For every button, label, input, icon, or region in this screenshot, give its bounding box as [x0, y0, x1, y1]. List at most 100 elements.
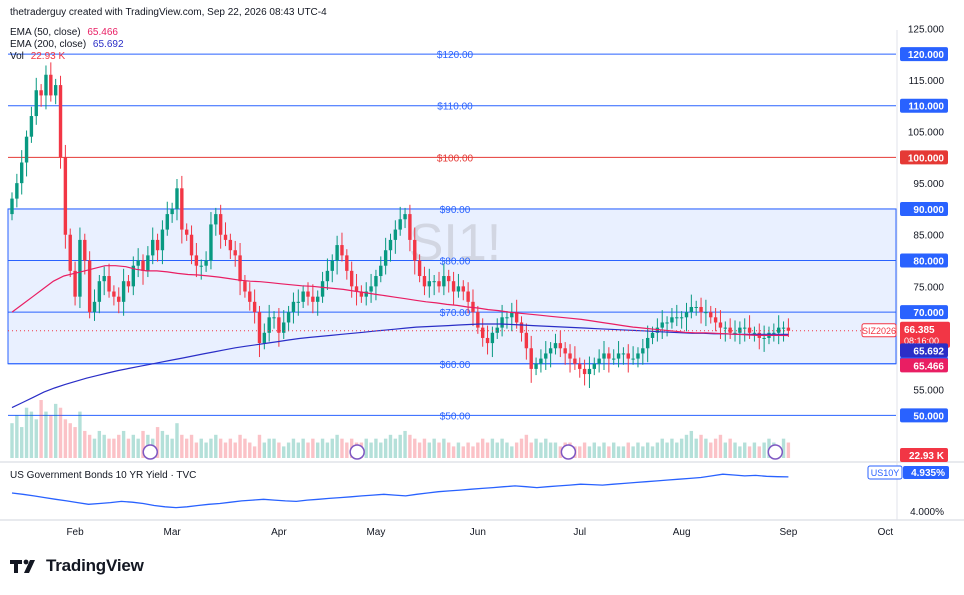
candle-body[interactable]: [762, 337, 766, 339]
candle-body[interactable]: [345, 255, 349, 271]
candle-body[interactable]: [495, 327, 499, 333]
candle-body[interactable]: [228, 239, 233, 251]
candle-body[interactable]: [670, 317, 674, 323]
candle-body[interactable]: [612, 358, 616, 360]
candle-body[interactable]: [15, 183, 19, 199]
candle-body[interactable]: [286, 312, 291, 323]
candle-body[interactable]: [422, 276, 427, 287]
candle-body[interactable]: [316, 296, 320, 302]
candle-body[interactable]: [311, 296, 315, 302]
candle-body[interactable]: [713, 317, 718, 323]
candle-body[interactable]: [723, 327, 728, 329]
candle-body[interactable]: [568, 353, 572, 359]
candle-body[interactable]: [354, 286, 359, 292]
candle-body[interactable]: [529, 348, 533, 369]
candle-body[interactable]: [626, 353, 630, 359]
candle-body[interactable]: [403, 214, 407, 220]
candle-body[interactable]: [451, 281, 456, 292]
candle-body[interactable]: [383, 250, 388, 266]
candle-body[interactable]: [204, 260, 208, 266]
candle-body[interactable]: [510, 312, 514, 318]
candle-body[interactable]: [631, 358, 635, 360]
candle-body[interactable]: [514, 312, 519, 323]
candle-body[interactable]: [505, 317, 509, 319]
candle-body[interactable]: [165, 214, 169, 230]
candle-body[interactable]: [58, 85, 63, 158]
candle-body[interactable]: [544, 353, 548, 359]
candle-body[interactable]: [252, 301, 257, 313]
candle-body[interactable]: [29, 116, 34, 137]
candle-body[interactable]: [262, 332, 267, 344]
candle-body[interactable]: [738, 327, 742, 333]
candle-body[interactable]: [597, 358, 601, 364]
candle-body[interactable]: [97, 281, 102, 302]
candle-body[interactable]: [194, 255, 199, 266]
candle-body[interactable]: [490, 332, 495, 344]
candle-body[interactable]: [10, 198, 14, 215]
candle-body[interactable]: [519, 322, 524, 333]
candle-body[interactable]: [786, 327, 791, 331]
candle-body[interactable]: [151, 239, 155, 256]
candle-body[interactable]: [180, 188, 184, 230]
candle-body[interactable]: [704, 312, 708, 314]
candle-body[interactable]: [587, 368, 592, 375]
candle-body[interactable]: [578, 363, 582, 369]
candle-body[interactable]: [78, 239, 82, 297]
candle-body[interactable]: [408, 214, 412, 240]
candle-body[interactable]: [330, 260, 334, 271]
candle-body[interactable]: [160, 229, 165, 251]
candle-body[interactable]: [442, 276, 446, 287]
candle-body[interactable]: [44, 74, 48, 96]
candle-body[interactable]: [20, 162, 24, 184]
candle-body[interactable]: [427, 281, 432, 287]
candle-body[interactable]: [320, 281, 325, 297]
event-marker-icon[interactable]: [767, 444, 784, 460]
candle-body[interactable]: [602, 353, 606, 359]
candle-body[interactable]: [39, 90, 43, 96]
candle-body[interactable]: [548, 348, 553, 354]
candle-body[interactable]: [679, 317, 684, 319]
candle-body[interactable]: [214, 214, 218, 225]
candle-body[interactable]: [558, 343, 563, 349]
candle-body[interactable]: [733, 332, 737, 334]
candle-body[interactable]: [641, 348, 645, 354]
candle-body[interactable]: [772, 332, 776, 334]
candle-body[interactable]: [776, 327, 781, 333]
candle-body[interactable]: [131, 265, 136, 287]
candle-body[interactable]: [340, 245, 344, 256]
candle-body[interactable]: [379, 265, 383, 277]
candle-body[interactable]: [534, 363, 538, 369]
candle-body[interactable]: [83, 239, 87, 261]
candle-body[interactable]: [461, 286, 465, 292]
candle-body[interactable]: [539, 358, 543, 364]
event-marker-icon[interactable]: [560, 444, 577, 460]
candle-body[interactable]: [301, 291, 305, 302]
candle-body[interactable]: [563, 348, 567, 354]
event-marker-icon[interactable]: [349, 444, 365, 460]
candle-body[interactable]: [49, 74, 53, 96]
candle-body[interactable]: [689, 306, 694, 313]
candle-body[interactable]: [485, 337, 490, 344]
candle-body[interactable]: [398, 219, 402, 230]
candle-body[interactable]: [272, 317, 276, 319]
candle-body[interactable]: [781, 327, 786, 329]
candle-body[interactable]: [476, 312, 480, 328]
candle-body[interactable]: [199, 265, 203, 267]
candle-body[interactable]: [709, 312, 713, 318]
candle-body[interactable]: [175, 188, 179, 209]
candle-body[interactable]: [73, 270, 77, 297]
candle-body[interactable]: [170, 208, 174, 215]
candle-body[interactable]: [121, 281, 126, 302]
candle-body[interactable]: [117, 296, 121, 302]
candle-body[interactable]: [393, 229, 398, 240]
candle-body[interactable]: [728, 327, 732, 333]
candle-body[interactable]: [209, 224, 213, 261]
candle-body[interactable]: [665, 322, 669, 324]
candle-body[interactable]: [374, 276, 378, 287]
candle-body[interactable]: [233, 250, 237, 256]
candle-body[interactable]: [447, 276, 451, 282]
candle-body[interactable]: [146, 255, 150, 271]
candle-body[interactable]: [607, 353, 611, 359]
candle-body[interactable]: [349, 270, 354, 287]
candle-body[interactable]: [277, 317, 281, 333]
